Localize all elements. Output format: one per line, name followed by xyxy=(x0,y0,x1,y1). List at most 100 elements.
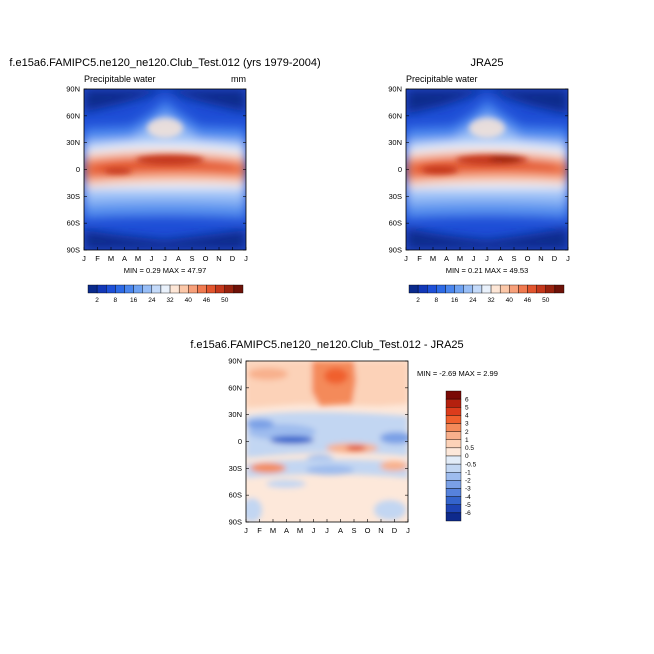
colorbar-cell xyxy=(142,284,153,294)
colorbar-cell xyxy=(233,284,244,294)
colorbar-tick-label: 2 xyxy=(416,297,420,304)
colorbar-tick-label: 0.5 xyxy=(465,445,474,452)
colorbar-cell xyxy=(445,284,455,294)
colorbar-tick-label: 24 xyxy=(148,297,156,304)
colorbar-tick-label: 32 xyxy=(487,297,495,304)
colorbar-cell xyxy=(408,284,419,294)
y-tick-label: 0 xyxy=(238,437,242,446)
x-tick-label: J xyxy=(150,254,154,263)
panel-difference-stats: MIN = -2.69 MAX = 2.99 xyxy=(417,369,498,378)
colorbar-cell xyxy=(463,284,474,294)
panel-difference: f.e15a6.FAMIPC5.ne120_ne120.Club_Test.01… xyxy=(190,339,498,535)
colorbar-tick-label: 46 xyxy=(203,297,211,304)
y-tick-label: 60N xyxy=(66,111,80,120)
x-tick-label: D xyxy=(230,254,236,263)
colorbar-cell xyxy=(445,423,462,432)
colorbar-tick-label: 50 xyxy=(221,297,229,304)
colorbar-cell xyxy=(160,284,171,294)
panel-reanalysis-colorbar: 2 8 16 24 32 40 46 50 xyxy=(408,284,565,304)
panel-reanalysis-stats: MIN = 0.21 MAX = 49.53 xyxy=(446,266,529,275)
x-tick-label: J xyxy=(325,526,329,535)
colorbar-tick-label: 2 xyxy=(95,297,99,304)
colorbar-cell xyxy=(178,284,189,294)
x-tick-label: A xyxy=(176,254,181,263)
colorbar-tick-label: 5 xyxy=(465,404,469,411)
colorbar-cell xyxy=(106,284,116,294)
colorbar-cell xyxy=(169,284,180,294)
colorbar-cell xyxy=(115,284,125,294)
colorbar-cell xyxy=(188,284,198,294)
colorbar-tick-label: 46 xyxy=(524,297,532,304)
y-tick-label: 0 xyxy=(398,165,402,174)
x-tick-label: A xyxy=(122,254,127,263)
x-tick-label: A xyxy=(338,526,343,535)
panel-reanalysis-variable-label: Precipitable water xyxy=(406,74,478,84)
colorbar-tick-label: 24 xyxy=(469,297,477,304)
x-tick-label: O xyxy=(365,526,371,535)
y-tick-label: 30S xyxy=(389,192,402,201)
colorbar-tick-label: -1 xyxy=(465,469,471,476)
x-tick-label: O xyxy=(203,254,209,263)
y-tick-label: 60S xyxy=(67,219,80,228)
x-tick-label: D xyxy=(392,526,398,535)
colorbar-cell xyxy=(454,284,464,294)
panel-difference-title: f.e15a6.FAMIPC5.ne120_ne120.Club_Test.01… xyxy=(190,339,463,351)
colorbar-tick-label: 1 xyxy=(465,437,469,444)
colorbar-cell xyxy=(445,504,462,514)
colorbar-cell xyxy=(445,415,462,424)
x-tick-label: N xyxy=(378,526,383,535)
colorbar-cell xyxy=(445,472,462,481)
colorbar-cell xyxy=(224,284,235,294)
panel-model-colorbar: 2 8 16 24 32 40 46 50 xyxy=(87,284,244,304)
x-tick-label: J xyxy=(566,254,570,263)
x-tick-label: J xyxy=(244,526,248,535)
x-tick-label: M xyxy=(135,254,141,263)
y-tick-label: 90S xyxy=(229,518,242,527)
x-tick-label: J xyxy=(406,526,410,535)
x-tick-label: J xyxy=(244,254,248,263)
colorbar-cell xyxy=(206,284,216,294)
x-tick-label: J xyxy=(82,254,86,263)
colorbar-cell xyxy=(87,284,98,294)
panel-reanalysis-title: JRA25 xyxy=(470,57,503,69)
y-tick-label: 60S xyxy=(389,219,402,228)
x-tick-label: F xyxy=(95,254,100,263)
x-tick-label: A xyxy=(284,526,289,535)
panel-model-units-label: mm xyxy=(231,74,246,84)
colorbar-cell xyxy=(417,284,428,294)
colorbar-cell xyxy=(151,284,162,294)
x-tick-label: O xyxy=(525,254,531,263)
colorbar-cell xyxy=(509,284,519,294)
x-tick-label: F xyxy=(257,526,262,535)
panel-model-variable-label: Precipitable water xyxy=(84,74,156,84)
y-tick-label: 30N xyxy=(228,410,242,419)
colorbar-cell xyxy=(445,488,462,497)
colorbar-tick-label: -5 xyxy=(465,502,471,509)
colorbar-cell xyxy=(536,284,546,294)
x-tick-label: J xyxy=(404,254,408,263)
colorbar-cell xyxy=(472,284,483,294)
colorbar-cell xyxy=(445,398,462,408)
x-tick-label: A xyxy=(444,254,449,263)
y-tick-label: 30N xyxy=(66,138,80,147)
panel-difference-field xyxy=(246,361,408,522)
colorbar-cell xyxy=(445,496,462,505)
panel-reanalysis: JRA25 Precipitable water xyxy=(388,57,570,304)
x-tick-label: M xyxy=(457,254,463,263)
colorbar-tick-label: -0.5 xyxy=(465,461,477,468)
panel-model: f.e15a6.FAMIPC5.ne120_ne120.Club_Test.01… xyxy=(9,57,320,304)
panel-model-title: f.e15a6.FAMIPC5.ne120_ne120.Club_Test.01… xyxy=(9,57,320,69)
y-tick-label: 60S xyxy=(229,491,242,500)
x-tick-label: F xyxy=(417,254,422,263)
x-tick-label: S xyxy=(511,254,516,263)
colorbar-cell xyxy=(445,512,462,522)
x-tick-label: M xyxy=(297,526,303,535)
colorbar-cell xyxy=(96,284,107,294)
colorbar-cell xyxy=(490,284,501,294)
y-tick-label: 90S xyxy=(389,246,402,255)
y-tick-label: 30S xyxy=(229,464,242,473)
